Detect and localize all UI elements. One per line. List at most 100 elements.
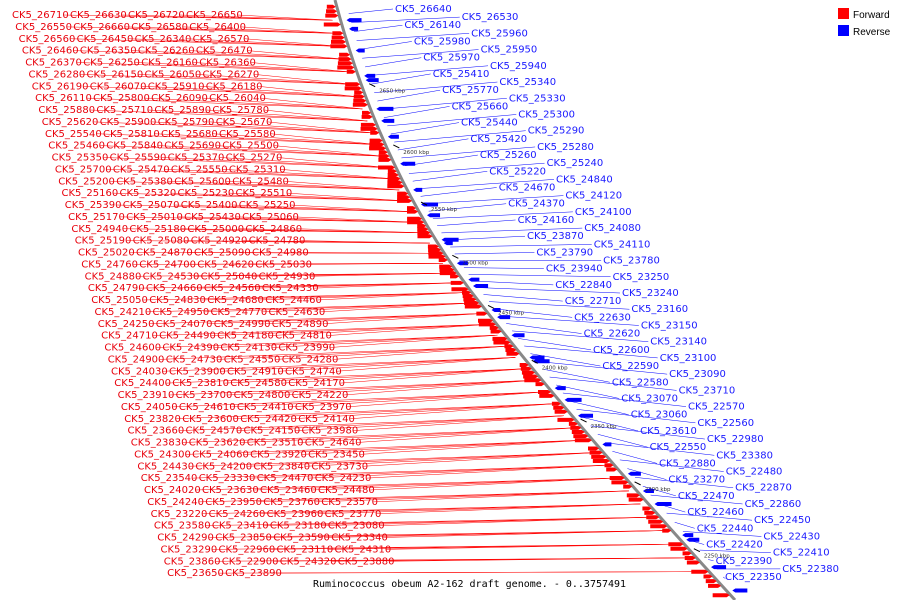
forward-feature bbox=[686, 560, 700, 565]
forward-feature bbox=[553, 405, 565, 410]
forward-label-connector bbox=[179, 415, 564, 431]
forward-gene-label: CK5_25840 bbox=[106, 141, 163, 152]
forward-label-connector bbox=[67, 26, 337, 34]
forward-label-connector bbox=[262, 302, 473, 313]
forward-label-connector bbox=[237, 14, 333, 21]
forward-label-connector bbox=[148, 109, 368, 122]
forward-label-connector bbox=[265, 313, 481, 324]
forward-label-connector bbox=[277, 157, 389, 168]
forward-feature bbox=[378, 150, 388, 155]
forward-label-connector bbox=[116, 204, 412, 212]
reverse-label-connector bbox=[371, 73, 431, 85]
forward-label-connector bbox=[100, 145, 383, 157]
forward-gene-label: CK5_25200 bbox=[58, 176, 115, 187]
forward-label-connector bbox=[176, 403, 554, 419]
forward-label-connector bbox=[197, 282, 457, 289]
forward-gene-label: CK5_24900 bbox=[108, 354, 165, 365]
forward-gene-label: CK5_25790 bbox=[158, 117, 215, 128]
forward-gene-label: CK5_24280 bbox=[282, 354, 339, 365]
forward-feature bbox=[623, 484, 633, 489]
forward-label-connector bbox=[193, 62, 349, 73]
reverse-label-connector bbox=[380, 98, 507, 110]
forward-gene-label: CK5_25890 bbox=[154, 105, 211, 116]
forward-label-connector bbox=[386, 543, 677, 550]
forward-label-connector bbox=[125, 26, 337, 34]
forward-label-connector bbox=[146, 302, 473, 313]
forward-label-connector bbox=[219, 157, 389, 168]
forward-feature bbox=[407, 206, 417, 211]
forward-feature bbox=[332, 31, 344, 36]
forward-label-connector bbox=[321, 516, 653, 526]
forward-label-connector bbox=[247, 452, 596, 467]
reverse-label-connector bbox=[432, 211, 573, 219]
reverse-gene-label: CK5_23060 bbox=[631, 410, 688, 421]
forward-gene-label: CK5_25010 bbox=[126, 212, 183, 223]
reverse-gene-label: CK5_25960 bbox=[471, 28, 528, 39]
forward-label-connector bbox=[261, 97, 363, 110]
reverse-gene-label: CK5_23870 bbox=[527, 231, 584, 242]
forward-gene-label: CK5_24680 bbox=[207, 295, 264, 306]
forward-feature bbox=[337, 65, 355, 70]
forward-label-connector bbox=[186, 439, 585, 455]
forward-feature bbox=[331, 35, 345, 40]
forward-label-connector bbox=[272, 334, 498, 348]
scale-tick-label: 2350 kbp bbox=[591, 424, 617, 430]
reverse-gene-label: CK5_23100 bbox=[660, 353, 717, 364]
reverse-label-connector bbox=[576, 409, 696, 424]
forward-label-connector bbox=[303, 252, 437, 254]
forward-feature bbox=[362, 110, 372, 115]
reverse-gene-label: CK5_22630 bbox=[574, 312, 631, 323]
forward-gene-label: CK5_25170 bbox=[68, 212, 125, 223]
forward-feature bbox=[407, 216, 423, 221]
forward-label-connector bbox=[201, 292, 465, 301]
reverse-gene-label: CK5_23250 bbox=[613, 272, 670, 283]
reverse-label-connector bbox=[650, 494, 743, 505]
forward-feature bbox=[568, 421, 578, 426]
forward-gene-label: CK5_25710 bbox=[96, 105, 153, 116]
forward-label-connector bbox=[162, 357, 516, 372]
forward-label-connector bbox=[247, 50, 345, 60]
forward-label-connector bbox=[244, 439, 585, 455]
forward-gene-label: CK5_24230 bbox=[315, 473, 372, 484]
forward-label-connector bbox=[83, 86, 358, 97]
forward-label-connector bbox=[327, 324, 489, 336]
forward-feature bbox=[570, 425, 582, 430]
forward-label-connector bbox=[284, 181, 400, 191]
reverse-gene-label: CK5_23240 bbox=[622, 288, 679, 299]
forward-gene-label: CK5_25480 bbox=[232, 176, 289, 187]
reverse-gene-label: CK5_25340 bbox=[499, 77, 556, 88]
forward-gene-label: CK5_26660 bbox=[73, 22, 130, 33]
forward-feature bbox=[323, 22, 341, 27]
forward-gene-label: CK5_25320 bbox=[120, 188, 177, 199]
forward-feature bbox=[648, 519, 664, 524]
reverse-gene-label: CK5_22480 bbox=[726, 467, 783, 478]
forward-gene-label: CK5_24860 bbox=[245, 224, 302, 235]
scale-tick-mark bbox=[693, 548, 701, 553]
forward-feature bbox=[397, 191, 409, 196]
reverse-gene-label: CK5_22620 bbox=[584, 329, 641, 340]
reverse-label-connector bbox=[359, 41, 412, 50]
forward-feature bbox=[626, 493, 640, 498]
reverse-gene-label: CK5_23780 bbox=[603, 256, 660, 267]
forward-feature bbox=[682, 551, 692, 556]
reverse-feature bbox=[364, 73, 376, 78]
forward-gene-label: CK5_25460 bbox=[48, 141, 105, 152]
reverse-feature bbox=[682, 533, 694, 538]
forward-gene-label: CK5_26280 bbox=[29, 69, 86, 80]
reverse-gene-label: CK5_23090 bbox=[669, 369, 726, 380]
forward-gene-label: CK5_23290 bbox=[161, 544, 218, 555]
forward-label-connector bbox=[315, 490, 629, 503]
forward-label-connector bbox=[241, 26, 337, 34]
forward-label-connector bbox=[389, 557, 689, 562]
forward-gene-label: CK5_23600 bbox=[182, 414, 239, 425]
forward-gene-label: CK5_26580 bbox=[131, 22, 188, 33]
forward-gene-label: CK5_23840 bbox=[253, 461, 310, 472]
forward-gene-label: CK5_24480 bbox=[318, 485, 375, 496]
forward-gene-label: CK5_25000 bbox=[187, 224, 244, 235]
reverse-label-connector bbox=[597, 434, 648, 448]
forward-feature bbox=[539, 393, 555, 398]
forward-gene-label: CK5_25470 bbox=[113, 164, 170, 175]
reverse-gene-label: CK5_25330 bbox=[509, 93, 566, 104]
forward-feature bbox=[551, 401, 561, 406]
forward-feature bbox=[506, 351, 520, 356]
